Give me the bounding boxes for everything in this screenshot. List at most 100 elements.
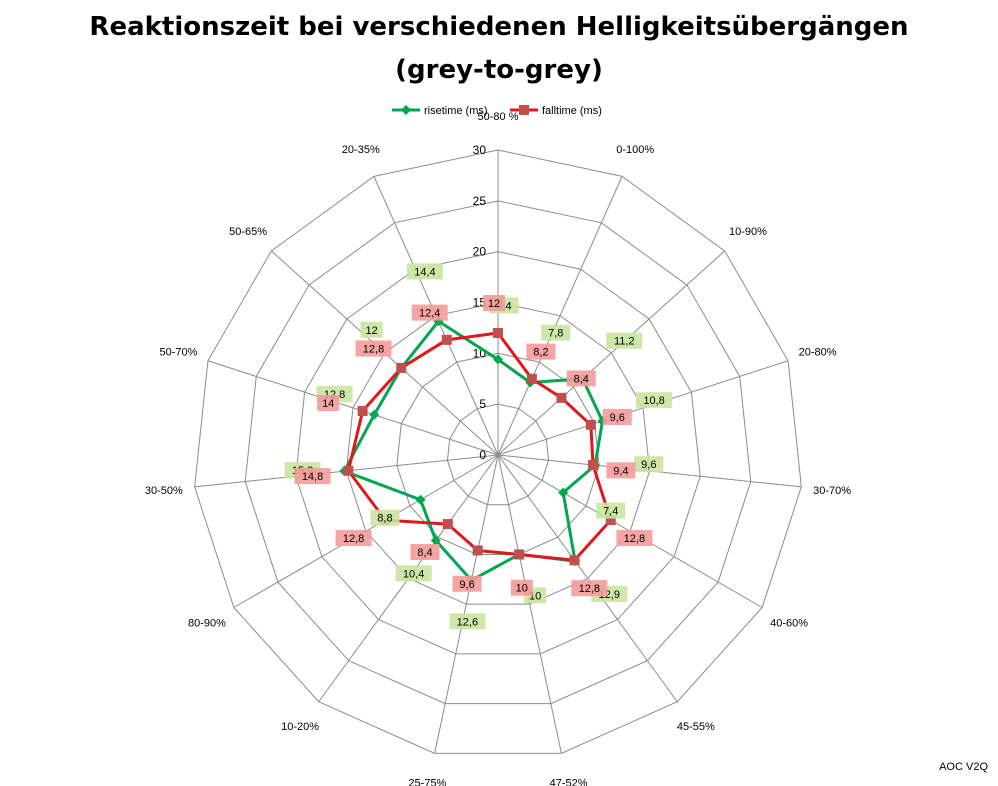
falltime-point [585,419,596,430]
category-label: 45-55% [677,721,715,733]
falltime-data-label: 8,4 [574,373,589,385]
legend-marker-risetime [401,105,411,115]
risetime-point [430,535,441,546]
falltime-point [514,549,525,560]
falltime-data-label: 9,6 [610,412,625,424]
falltime-label-bg [602,408,632,425]
falltime-point [526,373,537,384]
spoke-7 [497,454,562,754]
falltime-label-bg [335,530,372,547]
falltime-point [396,362,407,373]
category-label: 25-75% [408,778,446,786]
risetime-data-label: 10,8 [643,395,664,407]
category-label: 40-60% [770,618,808,630]
category-label: 50-65% [229,226,267,238]
risetime-label-bg [449,613,486,630]
falltime-data-label: 12,8 [579,583,600,595]
falltime-label-bg [526,343,556,360]
falltime-data-label: 14 [322,398,334,410]
risetime-label-bg [406,263,443,280]
risetime-data-label: 12 [365,325,377,337]
risetime-point [558,487,569,498]
falltime-label-bg [616,530,653,547]
r-tick-label: 5 [479,397,486,411]
falltime-data-label: 12,8 [363,344,384,356]
falltime-data-label: 8,4 [417,547,432,559]
falltime-data-label: 12 [488,298,500,310]
category-label: 20-80% [799,346,837,358]
grid-ring-15 [345,301,651,605]
grid-ring-30 [194,149,802,754]
falltime-data-label: 9,6 [459,579,474,591]
risetime-label-bg [395,565,432,582]
series-line-risetime [342,319,604,582]
falltime-point [556,392,567,403]
falltime-point [588,459,599,470]
falltime-data-label: 9,4 [613,465,628,477]
category-label: 47-52% [550,778,588,786]
risetime-data-label: 14,4 [414,266,435,278]
spoke-8 [434,454,499,754]
category-label: 20-35% [342,144,380,156]
legend: risetime (ms) falltime (ms) [392,105,602,117]
risetime-label-bg [636,392,673,409]
falltime-point [442,519,453,530]
falltime-point [357,406,368,417]
falltime-label-bg [566,370,596,387]
falltime-point [493,328,503,338]
chart-title-line2: (grey-to-grey) [395,55,603,85]
falltime-label-bg [294,468,331,485]
falltime-data-label: 12,8 [624,533,645,545]
falltime-point [569,555,580,566]
grid-ring-25 [244,200,752,705]
legend-label-risetime: risetime (ms) [424,105,488,117]
risetime-data-label: 10,4 [403,568,424,580]
falltime-label-bg [452,575,482,592]
category-labels: 50-80 % 0-100% 10-90% 20-80% 30-70% 40-60% 45-… [145,111,851,786]
falltime-data-label: 12,8 [343,533,364,545]
grid-ring-20 [295,251,701,655]
category-label: 30-50% [145,485,183,497]
spoke-6 [497,454,678,703]
risetime-label-bg [370,509,400,526]
data-labels: 9,47,811,210,89,67,412,91012,610,48,815,… [284,263,673,630]
risetime-data-label: 8,8 [377,513,392,525]
spoke-2 [497,250,725,456]
r-tick-label: 0 [479,448,486,462]
falltime-point [441,334,452,345]
risetime-point [369,409,380,420]
legend-marker-falltime [519,105,529,115]
risetime-data-label: 7,8 [548,328,563,340]
category-label: 80-90% [188,618,226,630]
falltime-point [605,515,616,526]
footer-text: AOC V2Q [939,761,988,773]
series-line-falltime [346,331,613,562]
risetime-label-bg [634,456,664,473]
falltime-data-label: 12,4 [419,308,440,320]
falltime-data-label: 8,2 [533,347,548,359]
spoke-1 [497,176,623,456]
r-tick-label: 25 [473,194,487,208]
r-tick-label: 15 [473,296,487,310]
category-label: 10-20% [281,721,319,733]
radar-grid [194,149,802,754]
risetime-point [493,354,503,365]
falltime-label-bg [571,580,608,597]
falltime-label-bg [410,543,440,560]
spoke-12 [207,360,499,456]
risetime-data-label: 7,4 [603,506,618,518]
risetime-data-label: 9,6 [641,459,656,471]
falltime-label-bg [483,295,505,311]
falltime-point [343,465,354,476]
risetime-label-bg [596,502,626,519]
falltime-label-bg [510,579,533,596]
risetime-data-label: 12,6 [457,616,478,628]
category-label: 50-80 % [478,111,519,123]
falltime-point [472,545,483,556]
risetime-point [415,494,426,505]
falltime-label-bg [317,395,340,412]
risetime-data-label: 11,2 [614,336,635,348]
r-tick-label: 20 [473,245,487,259]
